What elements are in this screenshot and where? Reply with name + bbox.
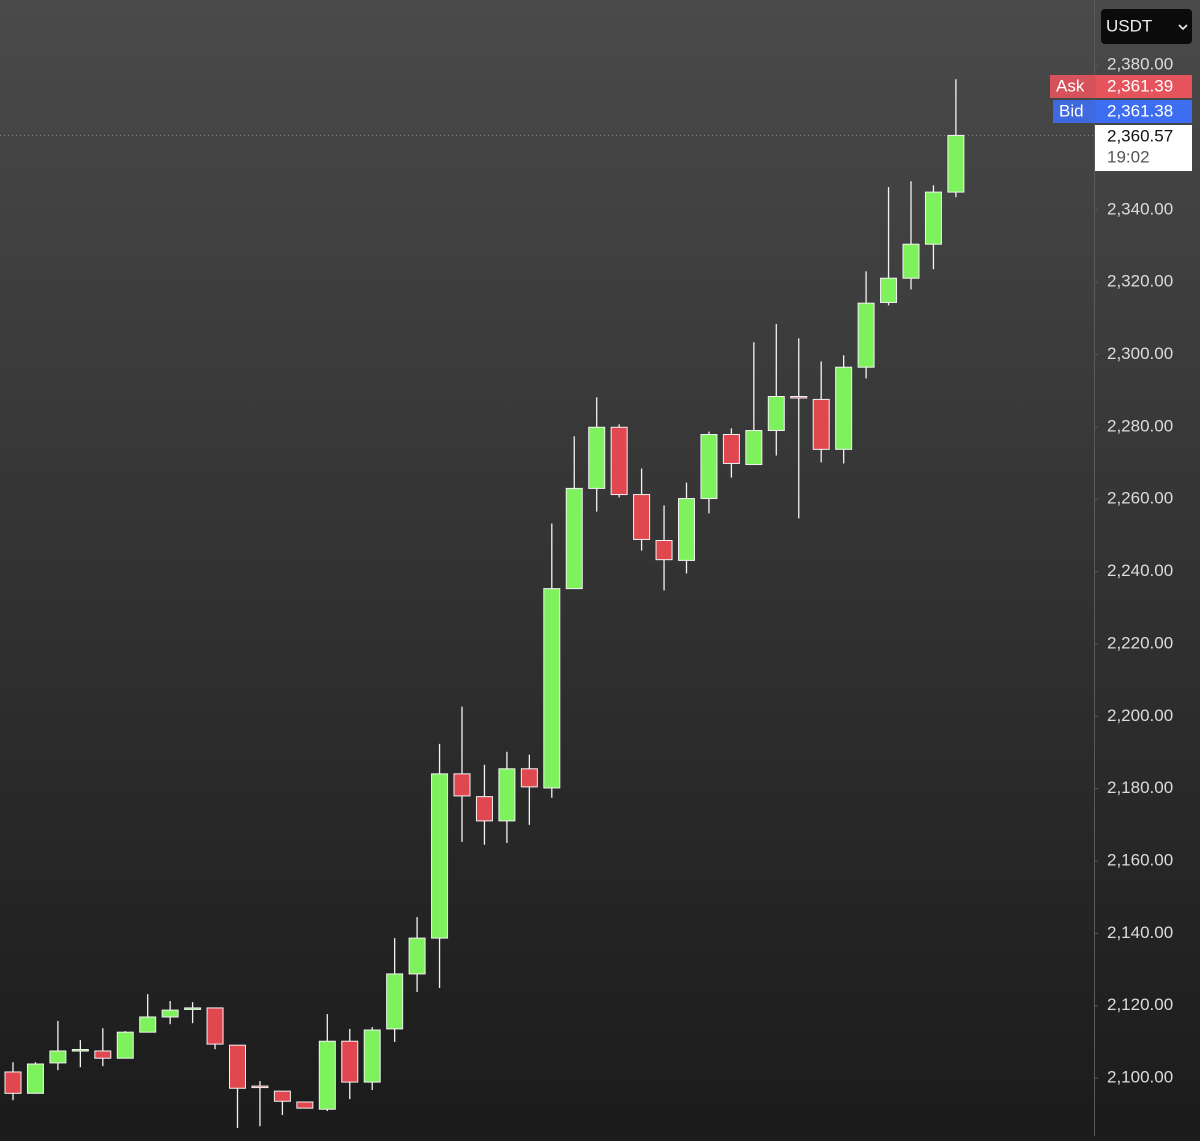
selector-box[interactable] [1101,9,1192,44]
candle-body [408,937,426,975]
candle-body [229,1044,246,1089]
candle-body [273,1090,291,1102]
last-price-box [1095,125,1192,171]
candle-body [678,498,695,561]
price-marker-box [1096,75,1192,98]
candle-body [498,768,516,822]
price-marker-name-box [1053,100,1103,123]
candle-body [431,773,449,939]
y-tick-label: 2,160.00 [1107,851,1173,870]
candle-body [49,1050,67,1064]
candle-body [386,973,404,1030]
candle-body [318,1040,336,1110]
candle-body [116,1031,134,1059]
price-marker-value: 2,361.39 [1107,76,1173,95]
candle-body [722,434,740,464]
y-tick-label: 2,300.00 [1107,344,1173,363]
candle-body [857,302,875,368]
candle-body [184,1007,202,1010]
candle-body [251,1085,269,1089]
candle-body [700,434,718,500]
candle-body [902,243,920,279]
price-marker-name: Bid [1059,101,1084,120]
candle-body [565,487,583,590]
currency-label[interactable]: USDT [1106,16,1152,35]
candle-body [745,430,763,466]
candle-body [633,494,651,540]
y-tick-label: 2,180.00 [1107,778,1173,797]
price-marker-name: Ask [1056,76,1085,95]
y-tick-label: 2,260.00 [1107,489,1173,508]
candle-body [26,1063,44,1094]
candle-body [790,396,808,399]
candle-body [206,1007,224,1045]
candle-body [139,1016,157,1033]
candle-body [161,1009,179,1018]
candle-body [947,134,965,193]
chevron [1178,24,1188,31]
y-tick-label: 2,380.00 [1107,55,1173,74]
y-tick-label: 2,100.00 [1107,1068,1173,1087]
candle-body [655,540,673,561]
y-tick-label: 2,220.00 [1107,633,1173,652]
candle-body [767,396,785,432]
price-marker-box [1096,100,1192,123]
candle-body [296,1101,314,1109]
y-tick-label: 2,200.00 [1107,706,1173,725]
candle-body [588,426,606,489]
y-tick-label: 2,320.00 [1107,272,1173,291]
candle-body [543,588,561,789]
candle-body [520,768,538,788]
candle-body [610,426,628,496]
candle-body [835,366,853,450]
candle-body [71,1049,89,1052]
candle-body [924,191,942,245]
y-tick-label: 2,280.00 [1107,416,1173,435]
candle-body [453,773,471,797]
y-tick-label: 2,340.00 [1107,199,1173,218]
candle-body [880,277,898,303]
y-tick-label: 2,240.00 [1107,561,1173,580]
currency-selector[interactable]: USDT [1101,9,1192,44]
last-price-value: 2,360.57 [1107,126,1173,145]
candle-body [812,398,830,450]
candle-body [475,796,493,822]
countdown: 19:02 [1107,147,1150,166]
price-marker-name-box [1050,75,1100,98]
candle-body [4,1071,22,1094]
candle-body [341,1040,359,1083]
y-tick-label: 2,120.00 [1107,995,1173,1014]
candle-body [94,1050,112,1059]
candle-body [363,1029,381,1083]
price-marker-value: 2,361.38 [1107,101,1173,120]
y-tick-label: 2,140.00 [1107,923,1173,942]
